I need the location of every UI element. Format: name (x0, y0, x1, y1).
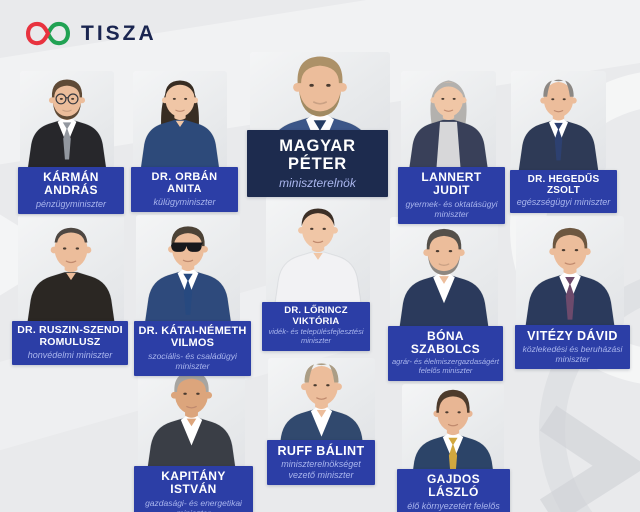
person-title: vidék- és településfejlesztési miniszter (268, 327, 364, 346)
person-name: KÁRMÁN ANDRÁS (43, 170, 99, 198)
name-plate-ruszin-szendi-romulusz: DR. RUSZIN-SZENDI ROMULUSZ honvédelmi mi… (12, 321, 128, 366)
person-name: DR. RUSZIN-SZENDI ROMULUSZ (17, 324, 123, 348)
person-title: agrár- és élelmiszergazdaságért felelős … (392, 356, 499, 375)
brand-header: TISZA (26, 20, 157, 47)
brand-name: TISZA (81, 21, 157, 45)
name-plate-lorincz-viktoria: DR. LŐRINCZ VIKTÓRIA vidék- és település… (262, 302, 370, 351)
person-photo-katai-nemeth-vilmos (136, 215, 240, 322)
person-photo-vitezy-david (516, 216, 624, 325)
person-photo-ruff-balint (268, 358, 375, 442)
person-title: pénzügyminiszter (35, 198, 107, 209)
person-photo-gajdos-laszlo (402, 384, 504, 472)
person-name: MAGYAR PÉTER (279, 137, 356, 174)
person-name: LANNERT JUDIT (421, 170, 482, 198)
tisza-infinity-logo-icon (26, 21, 70, 46)
person-photo-lannert-judit (401, 71, 496, 168)
person-name: RUFF BÁLINT (277, 444, 365, 458)
person-name: VITÉZY DÁVID (527, 329, 618, 343)
person-photo-kapitany-istvan (138, 362, 245, 467)
person-title: egészségügyi miniszter (516, 197, 611, 208)
name-plate-gajdos-laszlo: GAJDOS LÁSZLÓ élő környezetért felelős m… (397, 469, 510, 512)
person-name: DR. HEGEDŰS ZSOLT (527, 174, 600, 197)
name-plate-katai-nemeth-vilmos: DR. KÁTAI-NÉMETH VILMOS szociális- és cs… (134, 321, 251, 376)
name-plate-orban-anita: DR. ORBÁN ANITA külügyminiszter (131, 167, 238, 213)
person-photo-ruszin-szendi-romulusz (18, 215, 124, 322)
person-photo-hegedus-zsolt (511, 71, 606, 170)
person-name: DR. ORBÁN ANITA (151, 171, 218, 196)
person-title: gazdasági- és energetikai miniszter (145, 497, 242, 512)
person-title: élő környezetért felelős miniszter (407, 500, 500, 512)
person-title: miniszterelnök (279, 175, 356, 190)
name-plate-hegedus-zsolt: DR. HEGEDŰS ZSOLT egészségügyi miniszter (510, 170, 617, 213)
person-photo-orban-anita (133, 71, 227, 168)
person-name: KAPITÁNY ISTVÁN (161, 469, 226, 497)
person-title: miniszterelnökséget vezető miniszter (281, 459, 361, 480)
name-plate-magyar-peter: MAGYAR PÉTER miniszterelnök (247, 130, 388, 198)
person-photo-bona-szabolcs (390, 217, 498, 327)
person-title: külügyminiszter (153, 196, 216, 207)
person-title: szociális- és családügyi miniszter (148, 350, 237, 371)
person-title: honvédelmi miniszter (27, 349, 113, 360)
person-photo-karman-andras (20, 71, 114, 168)
person-name: DR. KÁTAI-NÉMETH VILMOS (138, 325, 247, 350)
name-plate-ruff-balint: RUFF BÁLINT miniszterelnökséget vezető m… (267, 440, 375, 486)
person-name: DR. LŐRINCZ VIKTÓRIA (284, 305, 348, 327)
name-plate-karman-andras: KÁRMÁN ANDRÁS pénzügyminiszter (18, 167, 124, 215)
person-title: közlekedési és beruházási miniszter (522, 344, 623, 365)
name-plate-vitezy-david: VITÉZY DÁVID közlekedési és beruházási m… (515, 325, 630, 370)
name-plate-bona-szabolcs: BÓNA SZABOLCS agrár- és élelmiszergazdas… (388, 326, 503, 381)
person-photo-magyar-peter (250, 52, 390, 131)
person-name: GAJDOS LÁSZLÓ (426, 472, 481, 500)
person-name: BÓNA SZABOLCS (410, 329, 481, 357)
person-photo-lorincz-viktoria (266, 196, 370, 302)
name-plate-lannert-judit: LANNERT JUDIT gyermek- és oktatásügyi mi… (398, 167, 505, 224)
name-plate-kapitany-istvan: KAPITÁNY ISTVÁN gazdasági- és energetika… (134, 466, 253, 512)
person-title: gyermek- és oktatásügyi miniszter (405, 198, 498, 219)
